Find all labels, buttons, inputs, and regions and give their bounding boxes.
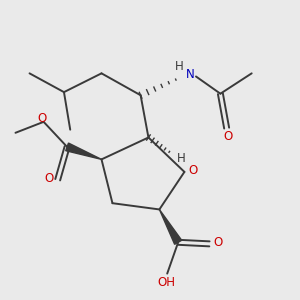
Text: O: O (189, 164, 198, 177)
Text: H: H (175, 60, 184, 73)
Text: H: H (177, 152, 186, 165)
Text: OH: OH (158, 276, 175, 289)
Text: O: O (38, 112, 47, 124)
Text: N: N (186, 68, 195, 81)
Polygon shape (66, 143, 101, 159)
Text: O: O (214, 236, 223, 249)
Text: O: O (44, 172, 54, 185)
Text: O: O (224, 130, 233, 143)
Polygon shape (159, 209, 182, 244)
